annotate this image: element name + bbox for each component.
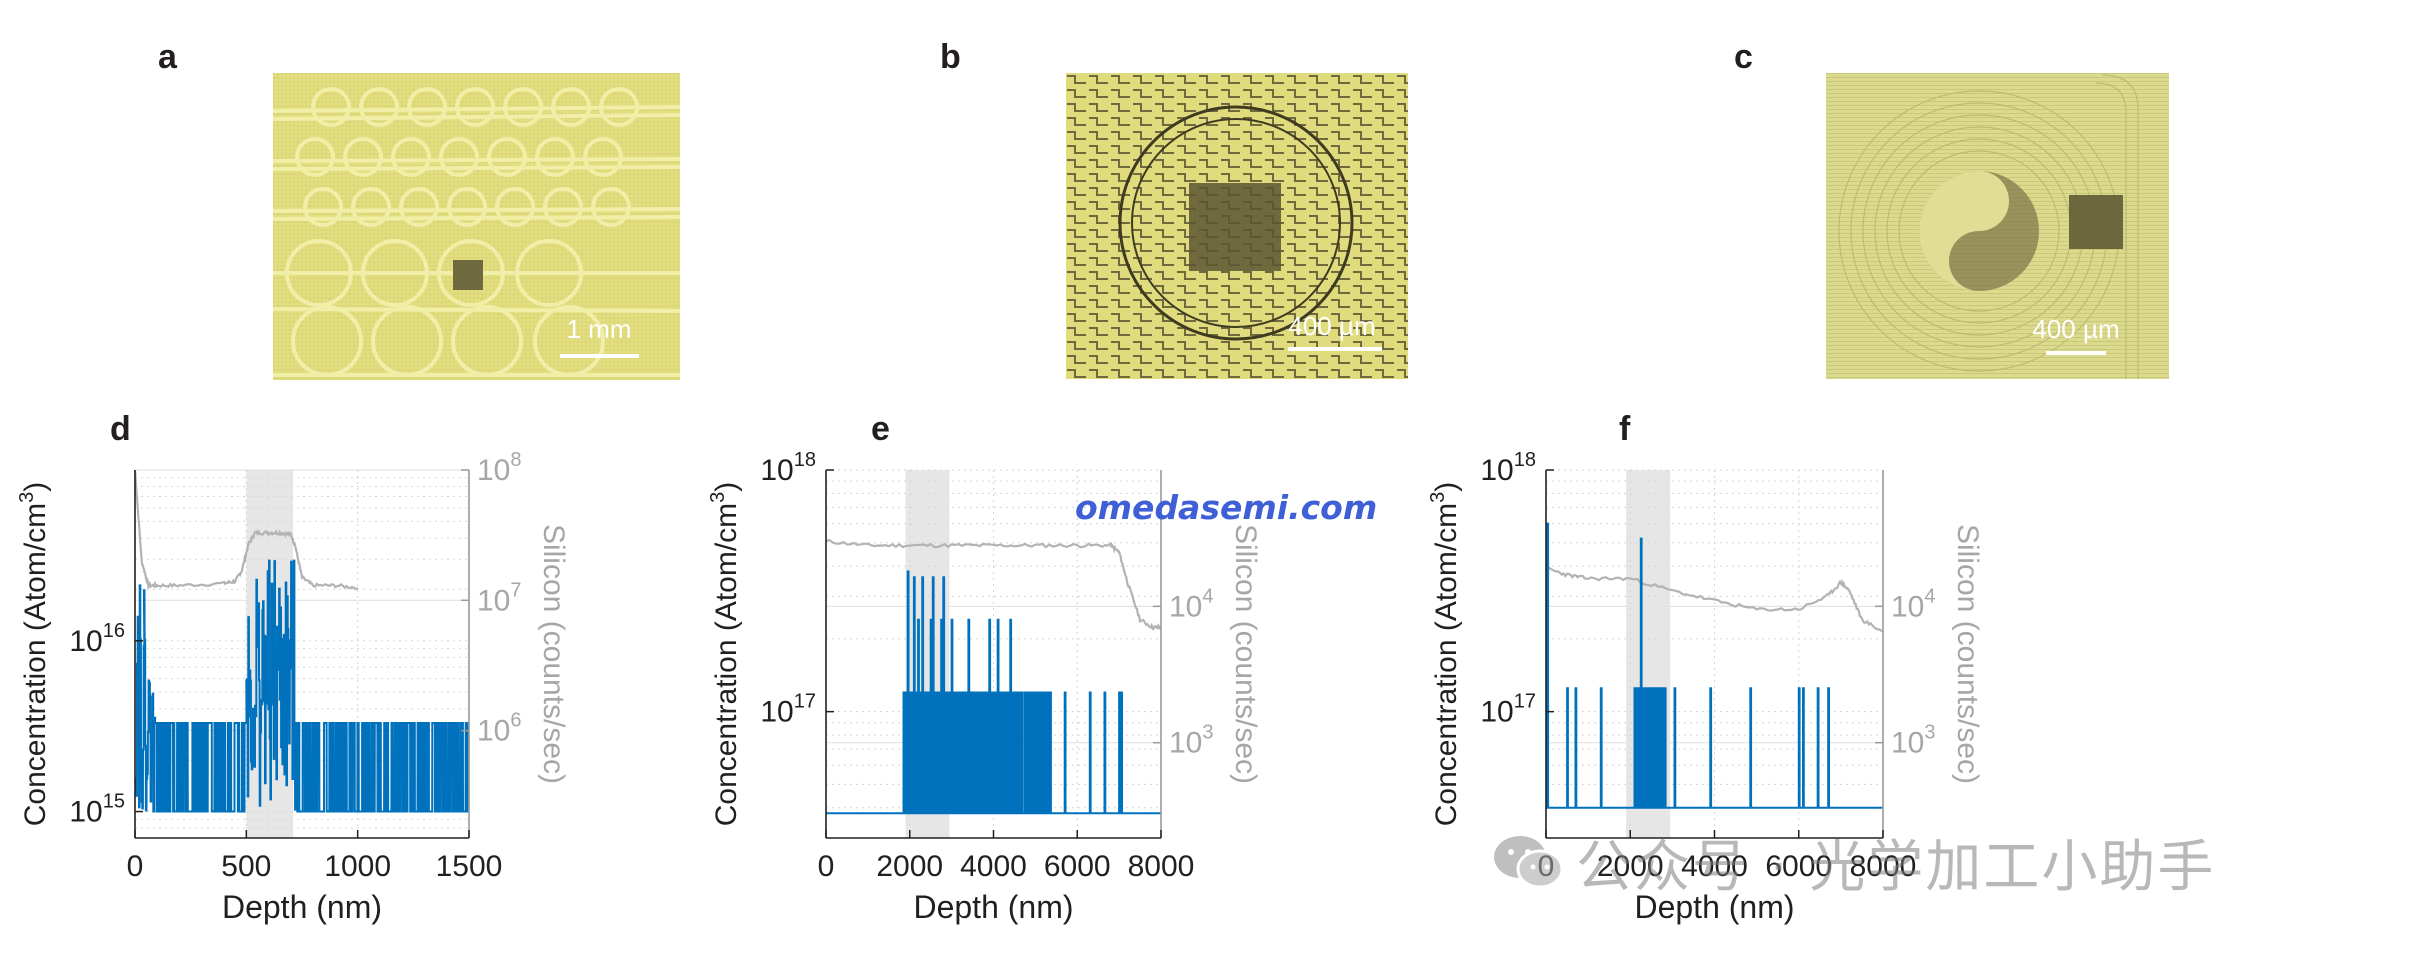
silicon-series-line [133, 469, 359, 591]
silicon-series-line [1545, 566, 1884, 633]
watermark: 公众号 · 光学加工小助手 [1492, 822, 2215, 902]
panel-letter-d: d [110, 410, 131, 448]
panel-letter-e: e [871, 410, 890, 448]
panel-letter-b: b [940, 38, 961, 76]
micrograph-c: 400 µm [1826, 73, 2169, 379]
y2-tick-label: 103 [1169, 722, 1214, 760]
y-axis-label: Concentration (Atom/cm3) [1427, 482, 1463, 827]
chart-d: 0 500 1000 1500 1015 1016 106 107 108 Depth (nm) C… [0, 440, 820, 925]
panel-letter-f: f [1619, 410, 1631, 448]
y-tick-label: 1015 [69, 791, 125, 829]
micrograph-a: 1 mm [273, 73, 680, 380]
micrograph-a-image: 1 mm [273, 73, 680, 380]
y2-tick-label: 104 [1891, 585, 1936, 623]
y-tick-label: 1016 [69, 620, 125, 658]
x-tick-label: 0 [127, 850, 144, 883]
panel-letter-c: c [1734, 38, 1753, 76]
concentration-series-line [134, 559, 470, 813]
y2-tick-label: 106 [477, 710, 522, 748]
y2-tick-label: 108 [477, 449, 522, 487]
silicon-series-line [825, 539, 1162, 631]
scalebar-label-b: 400 µm [1288, 311, 1375, 341]
x-tick-label: 6000 [1044, 850, 1111, 883]
x-tick-label: 0 [818, 850, 835, 883]
y-axis-label: Concentration (Atom/cm3) [707, 482, 743, 827]
x-tick-label: 4000 [960, 850, 1027, 883]
y-axis-label: Concentration (Atom/cm3) [16, 482, 52, 827]
watermark-text: 公众号 · 光学加工小助手 [1576, 834, 2216, 900]
x-axis-label: Depth (nm) [913, 889, 1073, 925]
concentration-series-line [826, 570, 1161, 815]
y2-axis-label: Silicon (counts/sec) [1229, 524, 1262, 784]
x-axis-label: Depth (nm) [1634, 889, 1794, 925]
y-tick-label: 1017 [760, 691, 816, 729]
micrograph-b: 400 µm [1066, 73, 1408, 379]
panel-letter-a: a [158, 38, 177, 76]
micrograph-b-image: 400 µm [1066, 73, 1408, 379]
micrograph-c-image: 400 µm [1826, 73, 2169, 379]
y2-tick-label: 107 [477, 579, 522, 617]
y2-axis-label: Silicon (counts/sec) [1951, 524, 1984, 784]
chart-e: 0 2000 4000 6000 8000 1017 1018 103 104 Depth (nm… [707, 440, 1620, 925]
y2-axis-label: Silicon (counts/sec) [537, 524, 570, 784]
x-axis-label: Depth (nm) [222, 889, 382, 925]
x-tick-label: 1000 [324, 850, 391, 883]
x-tick-label: 4000 [1681, 850, 1748, 883]
scalebar-label-a: 1 mm [567, 314, 632, 344]
x-tick-label: 8000 [1850, 850, 1917, 883]
x-tick-label: 2000 [1597, 850, 1664, 883]
y-tick-label: 1018 [1480, 449, 1536, 487]
wechat-icon [1494, 836, 1564, 889]
y2-tick-label: 104 [1169, 585, 1214, 623]
grid [1545, 469, 1884, 839]
y2-tick-label: 103 [1891, 722, 1936, 760]
x-tick-label: 500 [221, 850, 271, 883]
y-tick-label: 1018 [760, 449, 816, 487]
x-tick-label: 6000 [1765, 850, 1832, 883]
x-tick-label: 1500 [436, 850, 503, 883]
x-tick-label: 2000 [876, 850, 943, 883]
chart-svg-d: 0 500 1000 1500 1015 1016 106 107 108 Depth (nm) C… [16, 449, 570, 925]
overlay-url-text: omedasemi.com [1075, 488, 1378, 527]
scalebar-label-c: 400 µm [2032, 314, 2119, 344]
chart-svg-e: 0 2000 4000 6000 8000 1017 1018 103 104 Depth (nm… [707, 449, 1262, 925]
y-tick-label: 1017 [1480, 691, 1536, 729]
x-tick-label: 8000 [1128, 850, 1195, 883]
concentration-series-line [1546, 522, 1883, 809]
axes [134, 470, 470, 839]
